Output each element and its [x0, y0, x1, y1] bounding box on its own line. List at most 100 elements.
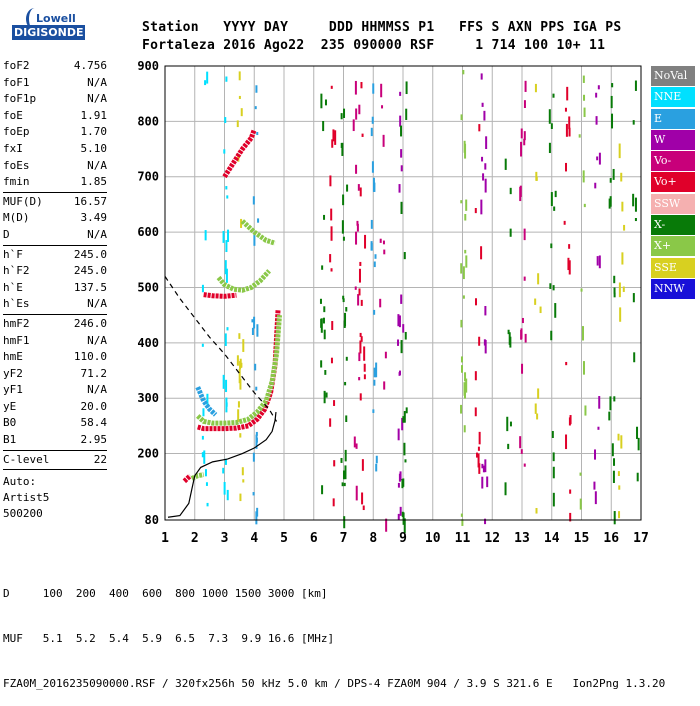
echo-dot — [397, 339, 400, 346]
echo-dot — [478, 124, 481, 132]
echo-dot — [403, 252, 406, 260]
echo-dot — [254, 106, 257, 110]
param-value: 245.0 — [73, 247, 107, 261]
echo-dot — [634, 218, 637, 222]
param-row: foEs N/A — [3, 158, 107, 175]
echo-dot — [320, 318, 323, 333]
echo-dot — [398, 184, 401, 193]
echo-dot — [478, 463, 481, 474]
echo-dot — [509, 228, 512, 237]
param-row: foEp 1.70 — [3, 124, 107, 141]
echo-dot — [609, 178, 612, 183]
y-tick-label: 80 — [145, 513, 159, 527]
echo-dot — [373, 309, 376, 315]
echo-dot — [255, 431, 258, 436]
echo-dot — [554, 303, 557, 318]
divider — [3, 244, 107, 246]
echo-dot — [569, 415, 572, 425]
legend-item: X- — [651, 215, 695, 236]
legend-item: NNE — [651, 87, 695, 108]
echo-dot — [400, 125, 403, 137]
echo-dot — [330, 268, 333, 272]
param-label: foF1 — [3, 75, 30, 89]
echo-dot — [356, 223, 359, 232]
echo-dot — [253, 234, 256, 246]
x-tick-label: 5 — [280, 531, 288, 546]
echo-dot — [520, 449, 523, 454]
echo-dot — [223, 481, 226, 495]
echo-dot — [345, 307, 348, 312]
legend-item: E — [651, 108, 695, 129]
echo-dot — [372, 83, 375, 94]
echo-dot — [608, 411, 611, 421]
echo-dot — [319, 298, 322, 304]
echo-dot — [239, 493, 242, 502]
echo-dot — [325, 392, 328, 398]
echo-trace — [203, 292, 237, 299]
echo-dot — [462, 69, 465, 75]
param-label: hmF1 — [3, 333, 30, 347]
echo-dot — [236, 355, 239, 366]
echo-dot — [373, 261, 376, 268]
echo-dot — [353, 436, 356, 448]
echo-dot — [460, 114, 463, 121]
echo-dot — [222, 374, 225, 389]
echo-dot — [464, 385, 467, 399]
profile-lines-layer — [164, 276, 278, 518]
echo-dot — [523, 463, 526, 467]
echo-dot — [225, 379, 228, 393]
echo-dot — [523, 276, 526, 281]
echo-dot — [344, 449, 347, 462]
param-value: 58.4 — [80, 416, 108, 430]
echo-dot — [613, 287, 616, 294]
echo-dot — [460, 404, 463, 414]
echo-dot — [332, 129, 335, 142]
echo-dot — [637, 437, 640, 451]
echo-dot — [330, 85, 333, 89]
echo-dot — [582, 361, 585, 375]
echo-dot — [460, 513, 463, 517]
echo-dot — [464, 213, 467, 221]
echo-dot — [536, 413, 539, 420]
echo-dot — [619, 307, 622, 322]
echo-dot — [508, 332, 511, 345]
echo-dot — [222, 230, 225, 243]
echo-dot — [360, 82, 363, 89]
echo-dot — [224, 458, 227, 465]
param-label: foEs — [3, 158, 30, 172]
echo-dot — [568, 244, 571, 249]
y-tick-label: 600 — [137, 225, 159, 239]
param-value: 1.91 — [80, 108, 108, 122]
echo-dot — [564, 107, 567, 112]
echo-dot — [358, 352, 361, 362]
echo-dot — [534, 83, 537, 93]
echo-trace — [240, 219, 276, 246]
echo-dot — [236, 120, 239, 128]
logo-swoosh-icon — [26, 8, 43, 30]
echo-dot — [333, 400, 336, 406]
echo-dot — [461, 519, 464, 526]
legend-item: X+ — [651, 236, 695, 257]
param-row: h`F 245.0 — [3, 247, 107, 264]
echo-dot — [225, 402, 228, 407]
echo-dot — [611, 443, 614, 457]
echo-dot — [225, 268, 228, 283]
echo-dot — [251, 319, 254, 323]
echo-dot — [322, 317, 325, 324]
param-label: fxI — [3, 141, 23, 155]
param-row: foF1 N/A — [3, 75, 107, 92]
echo-dot — [359, 340, 362, 354]
echo-dot — [201, 435, 204, 440]
echo-dot — [478, 336, 481, 346]
echo-dot — [257, 218, 260, 223]
echo-dot — [618, 485, 621, 490]
echo-traces-layer — [182, 128, 283, 484]
echo-dot — [383, 249, 386, 255]
echo-dot — [580, 288, 583, 292]
echo-dot — [569, 489, 572, 494]
echo-dot — [595, 116, 598, 125]
echo-dot — [594, 491, 597, 505]
echo-dot — [552, 452, 555, 462]
echo-dot — [343, 108, 346, 118]
param-label: foF1p — [3, 92, 37, 106]
